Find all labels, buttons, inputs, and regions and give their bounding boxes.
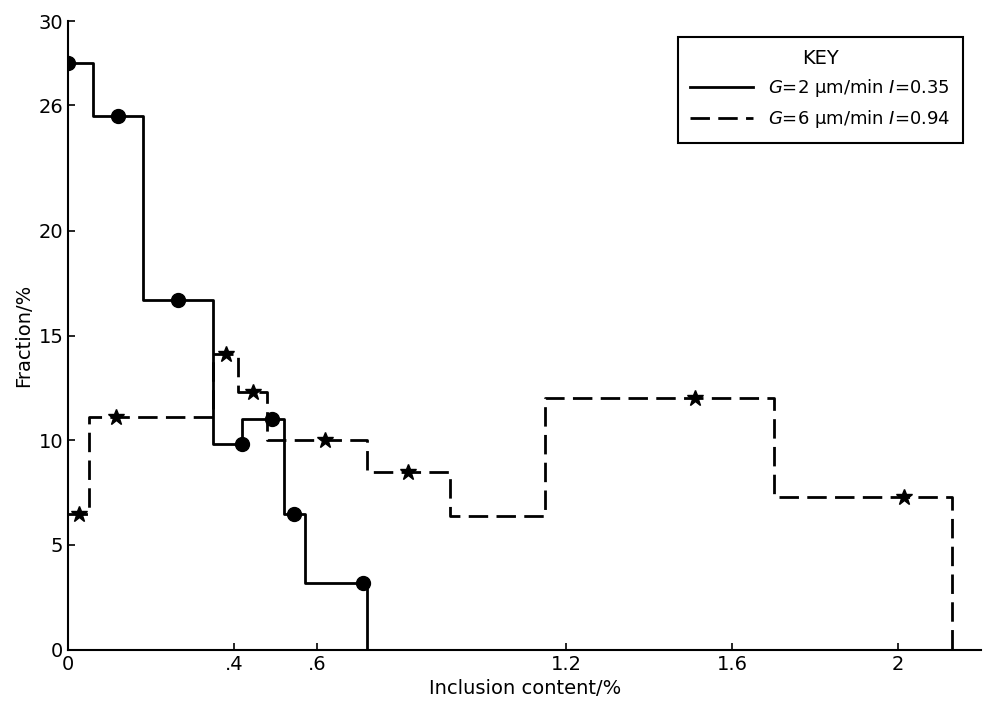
Legend: $G$=2 μm/min $I$=0.35, $G$=6 μm/min $I$=0.94: $G$=2 μm/min $I$=0.35, $G$=6 μm/min $I$=… — [677, 37, 962, 143]
Y-axis label: Fraction/%: Fraction/% — [14, 284, 33, 387]
X-axis label: Inclusion content/%: Inclusion content/% — [428, 679, 620, 698]
